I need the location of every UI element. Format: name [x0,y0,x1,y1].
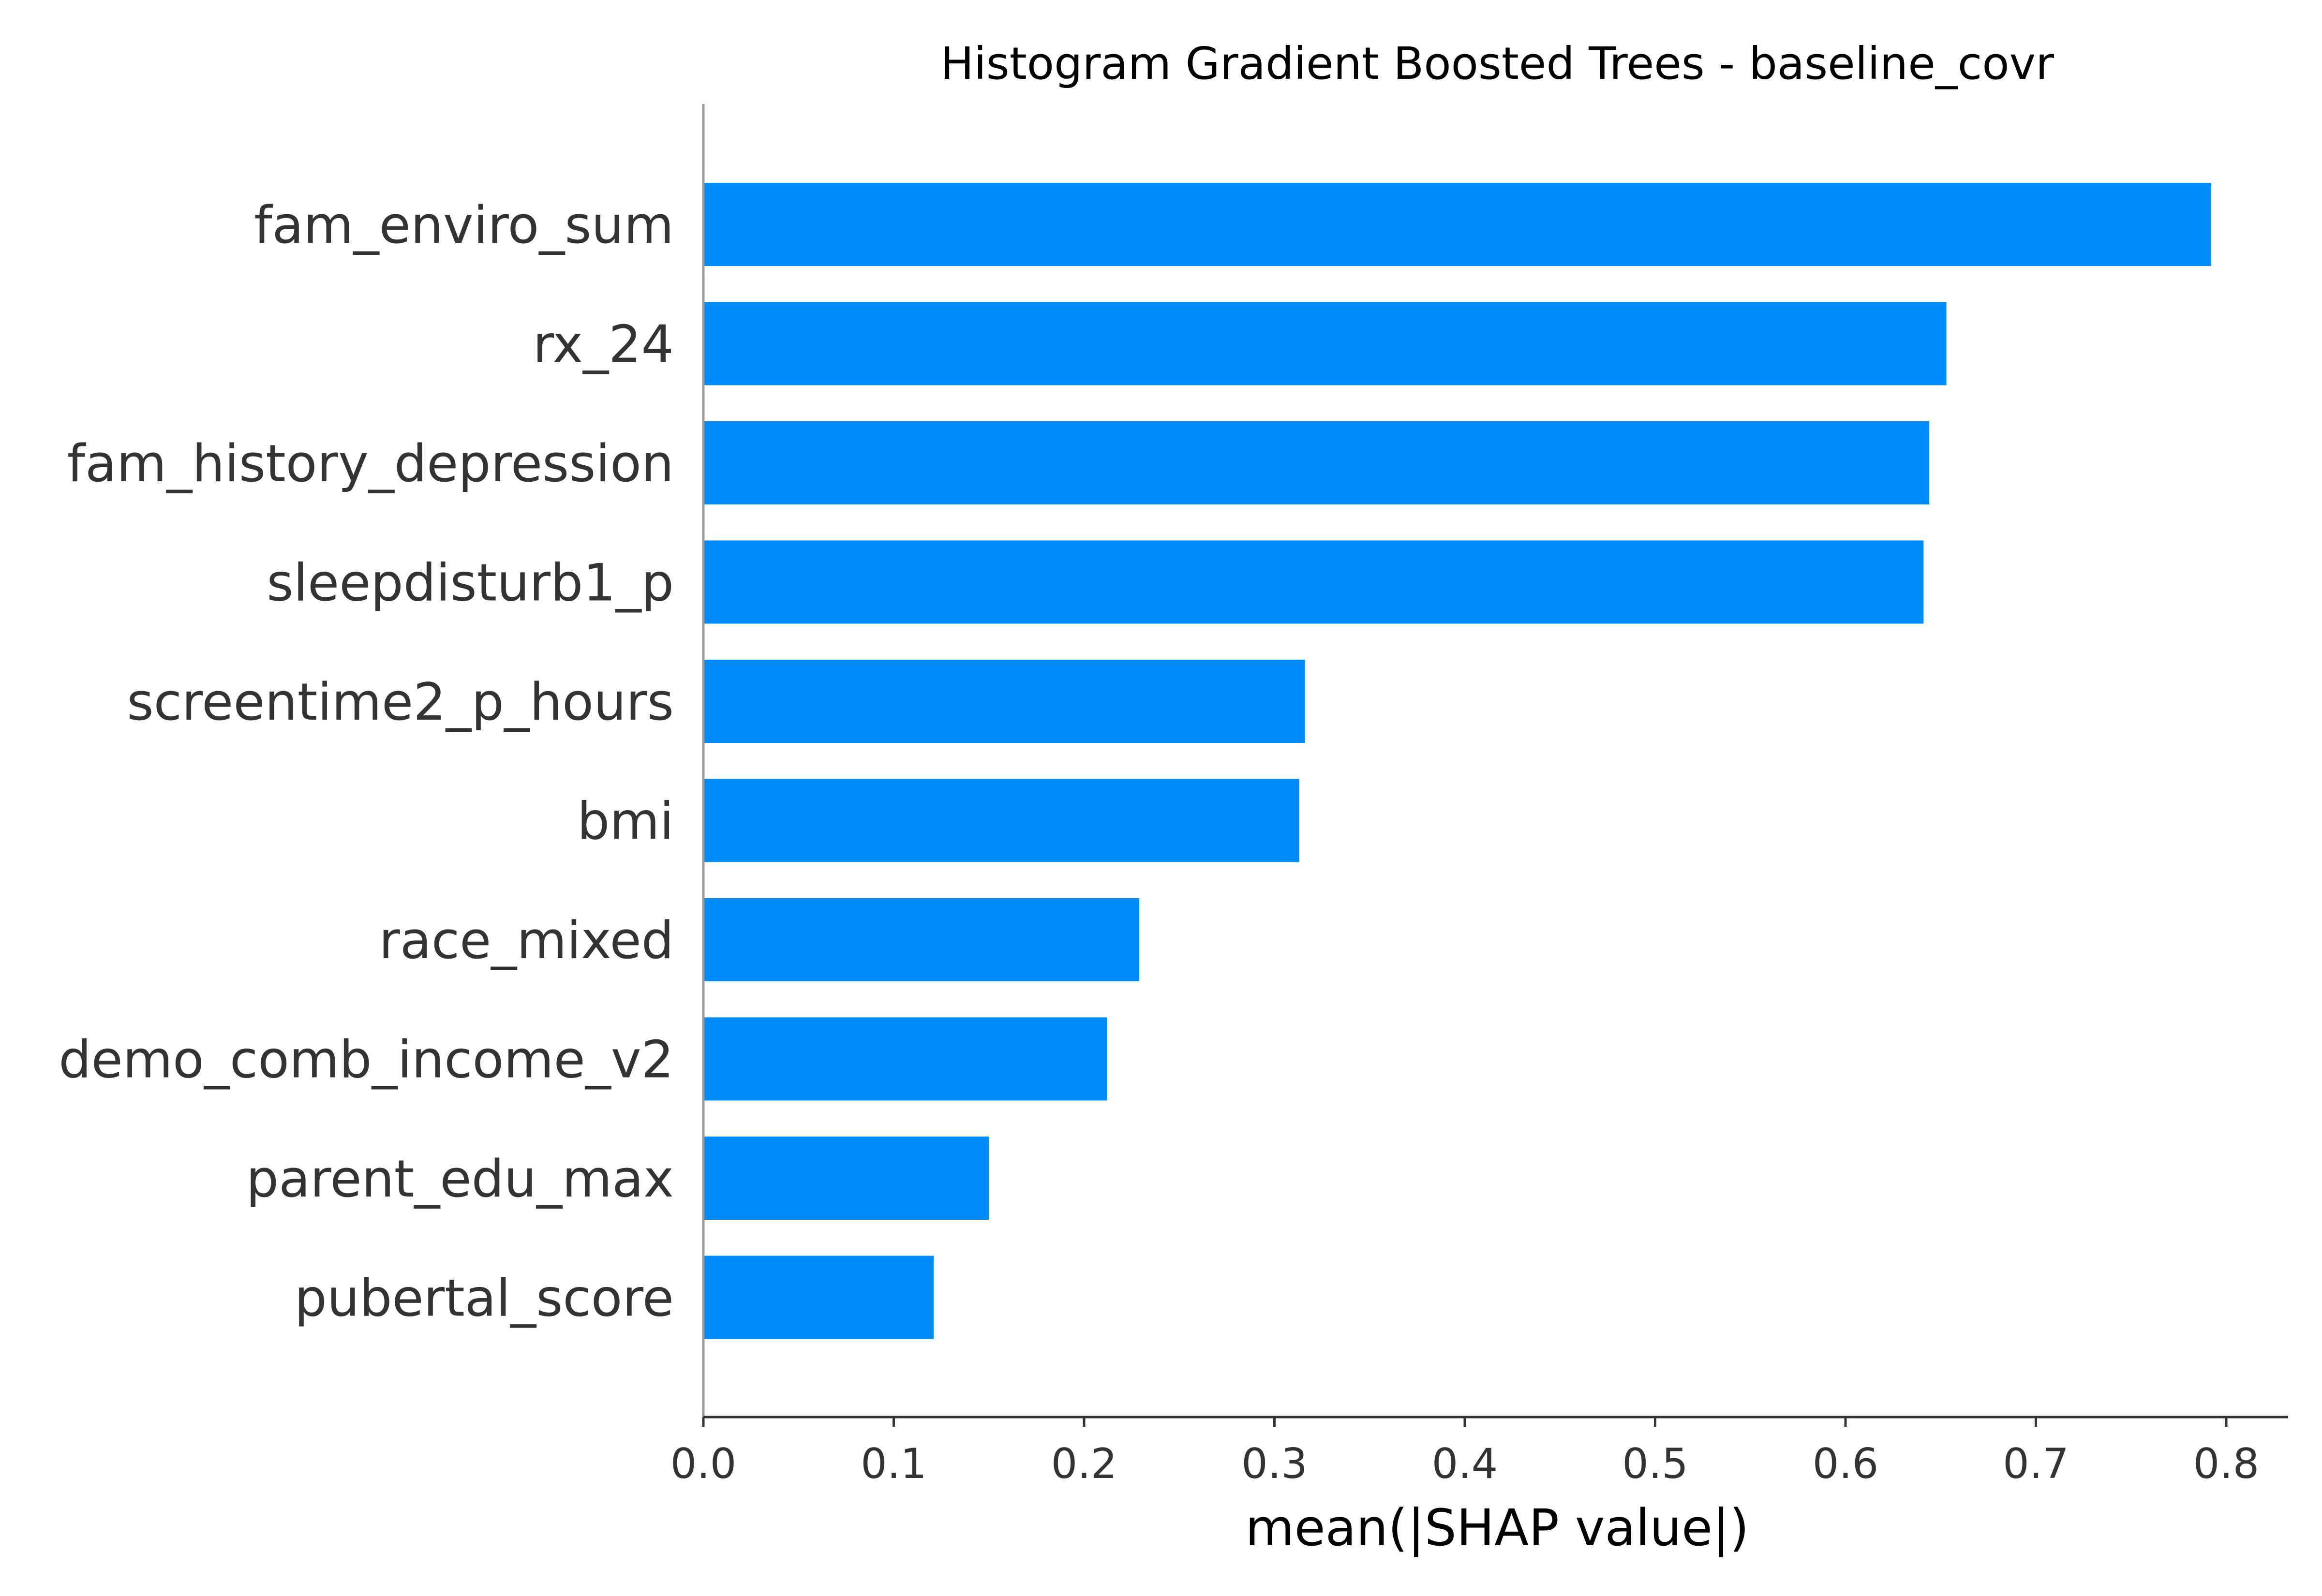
bar-screentime2-p-hours [703,660,1305,743]
bar-pubertal-score [703,1256,934,1339]
bar-fam-enviro-sum [703,183,2211,266]
x-tick-label: 0.5 [1622,1440,1688,1488]
bar-rx-24 [703,302,1947,385]
category-label: pubertal_score [295,1269,674,1328]
category-label: race_mixed [379,911,674,970]
bars-group [703,183,2211,1339]
chart-title: Histogram Gradient Boosted Trees - basel… [940,38,2054,89]
bar-bmi [703,779,1299,862]
x-axis-ticks: 0.0 0.1 0.2 0.3 0.4 0.5 0.6 0.7 0.8 [670,1417,2260,1488]
x-axis-label: mean(|SHAP value|) [1245,1498,1749,1557]
x-tick-label: 0.2 [1051,1440,1117,1488]
bar-race-mixed [703,898,1140,981]
x-tick-label: 0.4 [1432,1440,1498,1488]
x-tick-label: 0.8 [2193,1440,2260,1488]
x-tick-label: 0.7 [2003,1440,2069,1488]
category-label: rx_24 [533,315,674,374]
x-tick-label: 0.1 [861,1440,927,1488]
bar-demo-comb-income-v2 [703,1017,1107,1101]
category-label: screentime2_p_hours [127,672,674,732]
category-label: fam_history_depression [67,434,674,493]
bar-sleepdisturb1-p [703,540,1924,624]
bar-parent-edu-max [703,1137,989,1220]
category-label: parent_edu_max [246,1149,674,1209]
category-label: bmi [577,792,674,851]
category-label: fam_enviro_sum [254,195,674,255]
category-label: demo_comb_income_v2 [59,1030,674,1090]
category-labels: fam_enviro_sum rx_24 fam_history_depressio… [59,195,674,1328]
x-tick-label: 0.3 [1241,1440,1308,1488]
x-tick-label: 0.0 [670,1440,737,1488]
x-tick-label: 0.6 [1813,1440,1879,1488]
bar-fam-history-depression [703,421,1930,504]
category-label: sleepdisturb1_p [267,553,674,613]
